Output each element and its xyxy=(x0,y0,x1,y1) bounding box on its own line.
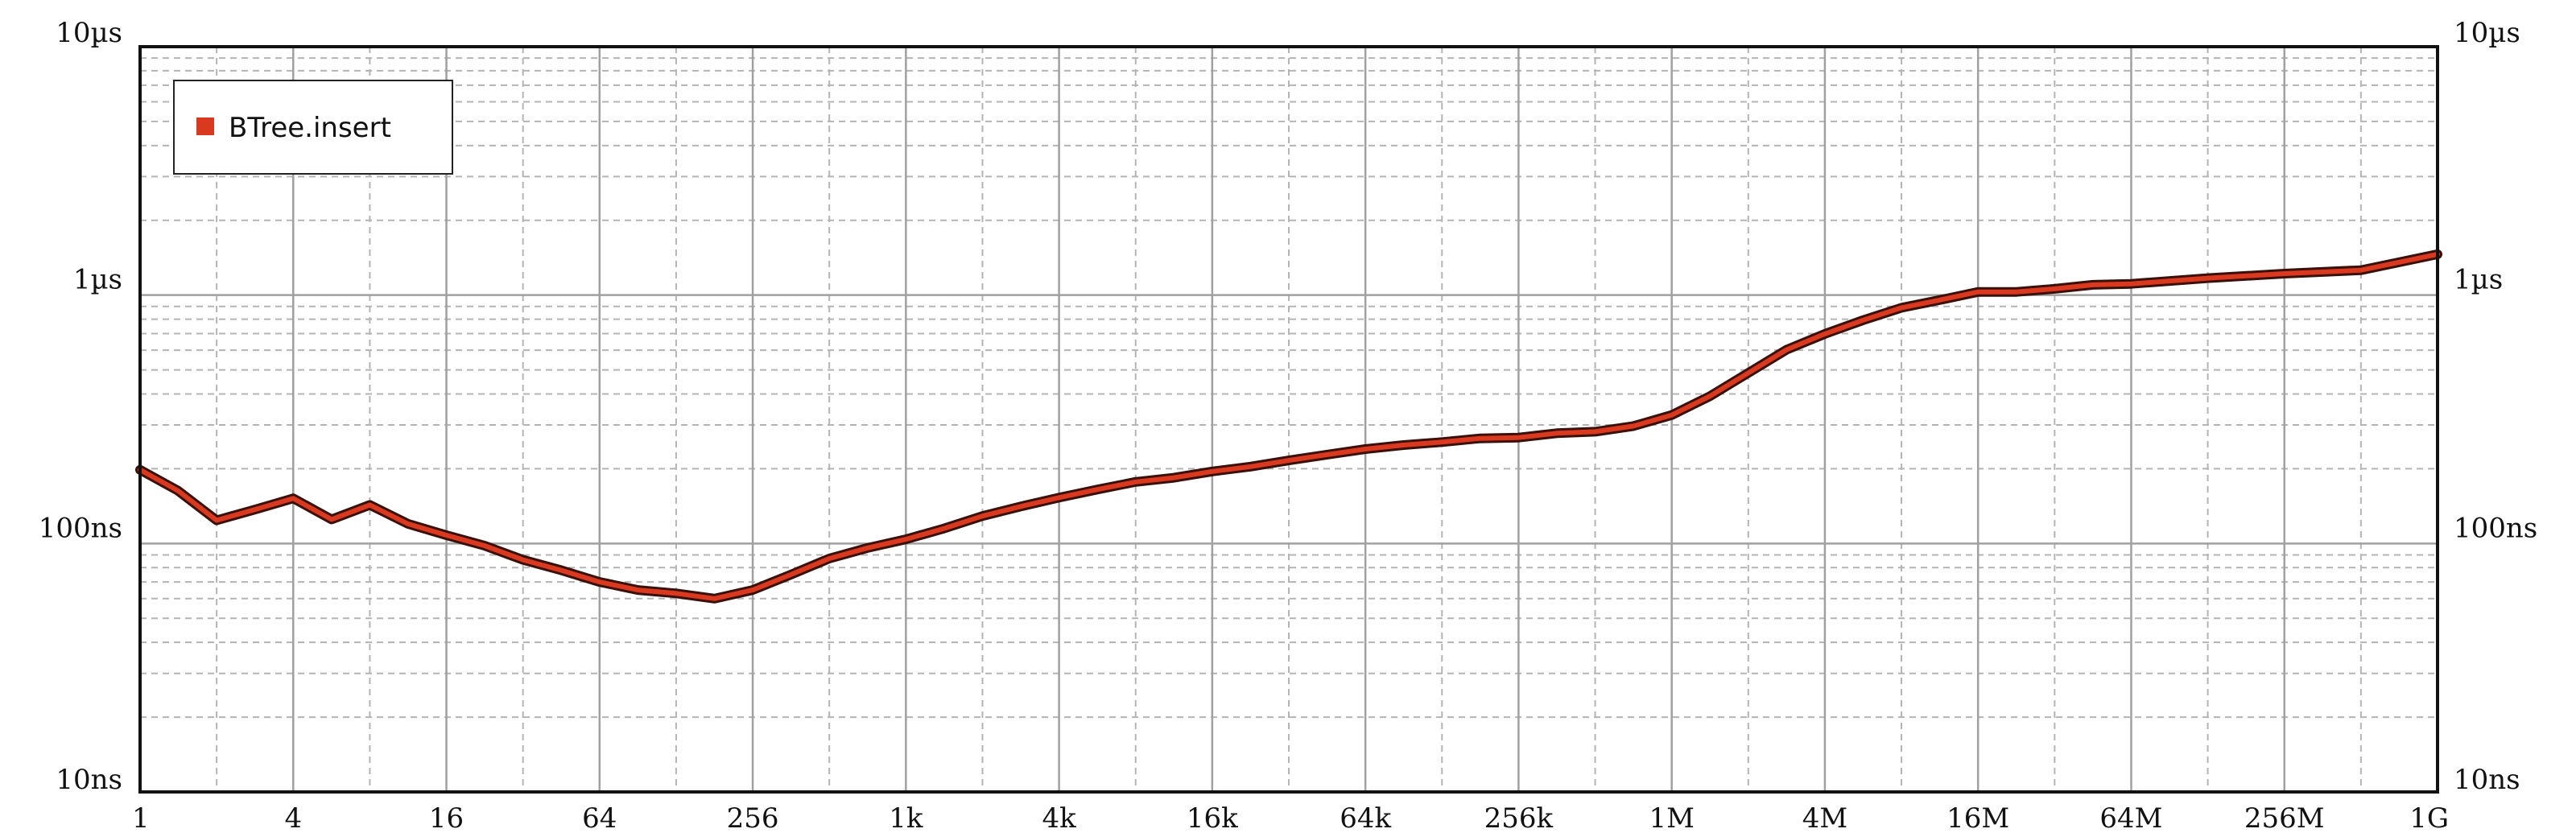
x-tick-label: 16 xyxy=(429,802,464,835)
axis-tick-labels: 1 4 16 64 256 1k 4k 16k 64k 256k 1M 4M 16M 64M 256M 1G1… xyxy=(39,17,2538,835)
plot-frame xyxy=(138,45,2439,794)
x-tick-label: 4 xyxy=(284,802,302,835)
y-tick-label-right: 10ns xyxy=(2454,764,2520,796)
major-gridlines xyxy=(140,47,2438,792)
x-tick-label: 4k xyxy=(1042,802,1076,835)
series-layer xyxy=(135,249,2442,604)
x-tick-label: 256k xyxy=(1484,802,1554,835)
x-tick-label: 1M xyxy=(1649,802,1694,835)
legend-swatch xyxy=(196,118,214,135)
x-tick-label: 1k xyxy=(889,802,923,835)
y-tick-label-left: 100ns xyxy=(39,512,122,544)
y-tick-label-right: 1µs xyxy=(2454,264,2503,296)
y-tick-label-left: 10ns xyxy=(56,764,122,796)
y-tick-label-right: 100ns xyxy=(2454,512,2537,544)
x-tick-label: 16M xyxy=(1946,802,2009,835)
legend-box xyxy=(173,80,453,175)
x-tick-label: 256M xyxy=(2244,802,2325,835)
series-line xyxy=(138,251,2440,601)
legend-label: BTree.insert xyxy=(229,112,391,144)
x-tick-label: 256 xyxy=(727,802,779,835)
x-tick-label: 1G xyxy=(2409,802,2449,835)
x-tick-label: 16k xyxy=(1187,802,1238,835)
y-tick-label-right: 10µs xyxy=(2454,17,2520,49)
y-tick-label-left: 10µs xyxy=(56,17,122,49)
y-tick-label-left: 1µs xyxy=(73,264,122,296)
x-tick-label: 64 xyxy=(582,802,617,835)
x-tick-label: 4M xyxy=(1802,802,1847,835)
legend: BTree.insert xyxy=(173,80,453,175)
x-tick-label: 1 xyxy=(132,802,150,835)
minor-gridlines xyxy=(140,47,2438,792)
x-tick-label: 64M xyxy=(2099,802,2162,835)
x-tick-label: 64k xyxy=(1340,802,1391,835)
